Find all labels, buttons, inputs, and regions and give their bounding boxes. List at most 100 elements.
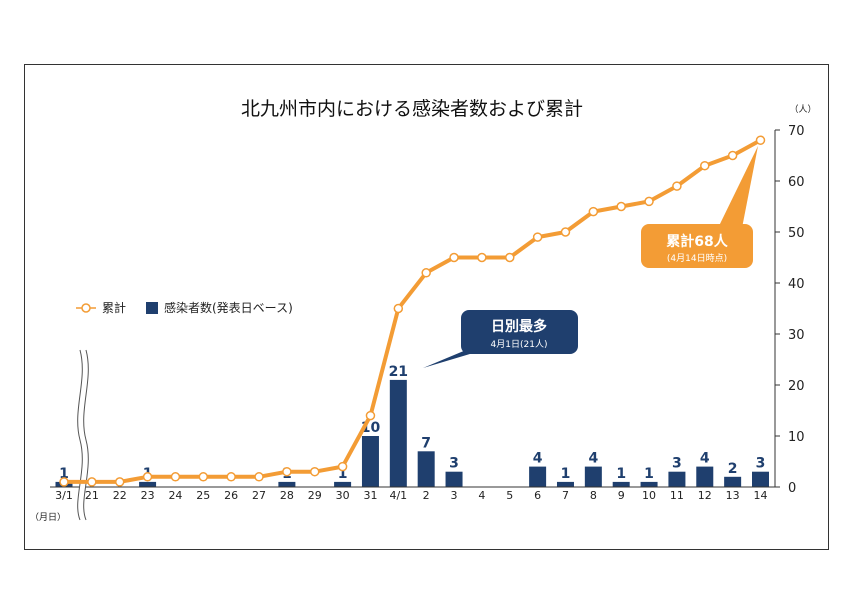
- bar-17: [529, 466, 547, 487]
- bar-11: [361, 436, 379, 487]
- x-tick-label-16: 5: [506, 489, 513, 502]
- cumulative-point-4: [170, 472, 181, 482]
- x-tick-label-0: 3/1: [55, 489, 73, 502]
- axis-break-line-left: [77, 349, 83, 521]
- bar-3: [139, 481, 157, 487]
- legend-label-daily: 感染者数(発表日ベース): [164, 300, 293, 315]
- bar-label-20: 1: [616, 466, 626, 482]
- x-tick-label-19: 8: [590, 489, 597, 502]
- cumulative-point-14: [449, 252, 459, 263]
- bar-10: [334, 481, 352, 487]
- y-tick-label-2: 20: [788, 379, 805, 394]
- cumulative-point-5: [198, 472, 209, 482]
- cumulative-point-12: [393, 303, 404, 314]
- cumulative-point-6: [226, 472, 236, 482]
- cumulative-point-22: [672, 181, 682, 191]
- bar-label-19: 4: [588, 451, 598, 467]
- x-tick-label-1: 21: [85, 489, 99, 502]
- cumulative-point-16: [505, 252, 515, 263]
- y-tick-label-6: 60: [788, 175, 805, 190]
- y-tick-label-1: 10: [788, 430, 805, 445]
- callout-daily-max-box: [461, 310, 578, 354]
- x-tick-label-14: 3: [451, 489, 458, 502]
- bar-14: [445, 471, 463, 487]
- bar-23: [696, 466, 714, 487]
- y-tick-label-3: 30: [788, 328, 805, 343]
- y-tick-label-7: 70: [788, 124, 805, 139]
- x-tick-label-13: 2: [423, 489, 430, 502]
- legend-bar-swatch: [146, 302, 158, 314]
- callout-total-title: 累計68人: [666, 233, 728, 250]
- x-tick-label-18: 7: [562, 489, 569, 502]
- axis-break-line-right: [83, 349, 89, 521]
- callout-total-sub: (4月14日時点): [667, 253, 727, 264]
- y-tick-label-0: 0: [788, 481, 796, 496]
- bar-label-24: 2: [728, 461, 738, 477]
- callout-daily-max-title: 日別最多: [491, 318, 547, 335]
- cumulative-point-18: [560, 227, 571, 237]
- bar-13: [417, 451, 435, 487]
- legend-line-marker: [81, 303, 91, 313]
- axis-break-gap: [77, 349, 89, 522]
- bar-20: [612, 481, 630, 487]
- x-tick-label-9: 29: [308, 489, 322, 502]
- x-tick-label-15: 4: [478, 489, 485, 502]
- x-tick-label-24: 13: [726, 489, 740, 502]
- cumulative-point-9: [309, 466, 320, 477]
- cumulative-point-2: [114, 477, 125, 487]
- x-tick-label-17: 6: [534, 489, 541, 502]
- cumulative-point-21: [644, 196, 654, 207]
- bar-label-10: 1: [338, 466, 348, 482]
- bar-label-25: 3: [756, 456, 766, 472]
- cumulative-point-25: [755, 135, 766, 145]
- cumulative-point-8: [282, 466, 292, 477]
- cumulative-point-15: [477, 252, 487, 263]
- cumulative-point-20: [616, 201, 626, 212]
- x-tick-label-23: 12: [698, 489, 712, 502]
- cumulative-point-0: [59, 477, 69, 487]
- cumulative-point-10: [337, 461, 348, 472]
- bar-label-23: 4: [700, 451, 710, 467]
- x-tick-label-2: 22: [113, 489, 127, 502]
- bar-22: [668, 471, 686, 487]
- y-axis-unit: （人）: [789, 104, 816, 115]
- bar-label-0: 1: [59, 466, 69, 482]
- chart-title: 北九州市内における感染者数および累計: [241, 98, 583, 120]
- cumulative-point-19: [588, 206, 599, 217]
- x-tick-label-22: 11: [670, 489, 684, 502]
- x-tick-label-21: 10: [642, 489, 656, 502]
- bar-label-21: 1: [644, 466, 654, 482]
- callout-daily-max-sub: 4月1日(21人): [491, 339, 548, 350]
- x-tick-label-12: 4/1: [389, 489, 407, 502]
- bar-label-17: 4: [533, 451, 543, 467]
- cumulative-point-23: [700, 160, 710, 171]
- callout-total-tail: [718, 146, 758, 228]
- bar-label-18: 1: [561, 466, 571, 482]
- x-tick-label-4: 24: [168, 489, 182, 502]
- bar-8: [278, 481, 296, 487]
- cumulative-point-13: [421, 268, 431, 278]
- cumulative-point-11: [365, 410, 376, 421]
- bar-19: [584, 466, 602, 487]
- bar-label-22: 3: [672, 456, 682, 472]
- chart-frame: [24, 64, 829, 550]
- x-axis-unit: （月日）: [30, 512, 66, 523]
- cumulative-point-7: [254, 472, 264, 482]
- x-tick-label-5: 25: [196, 489, 210, 502]
- bar-label-13: 7: [421, 435, 431, 451]
- callout-total-box: [641, 224, 753, 268]
- x-tick-label-11: 31: [363, 489, 377, 502]
- x-tick-label-7: 27: [252, 489, 266, 502]
- x-tick-label-8: 28: [280, 489, 294, 502]
- bar-25: [752, 471, 769, 487]
- cumulative-point-3: [142, 472, 153, 482]
- bar-24: [724, 476, 742, 487]
- cumulative-point-1: [87, 477, 97, 487]
- bar-18: [556, 481, 574, 487]
- legend-label-cumulative: 累計: [102, 300, 126, 315]
- x-tick-label-25: 14: [754, 489, 768, 502]
- x-tick-label-3: 23: [141, 489, 155, 502]
- x-tick-label-20: 9: [618, 489, 625, 502]
- bar-label-14: 3: [449, 456, 459, 472]
